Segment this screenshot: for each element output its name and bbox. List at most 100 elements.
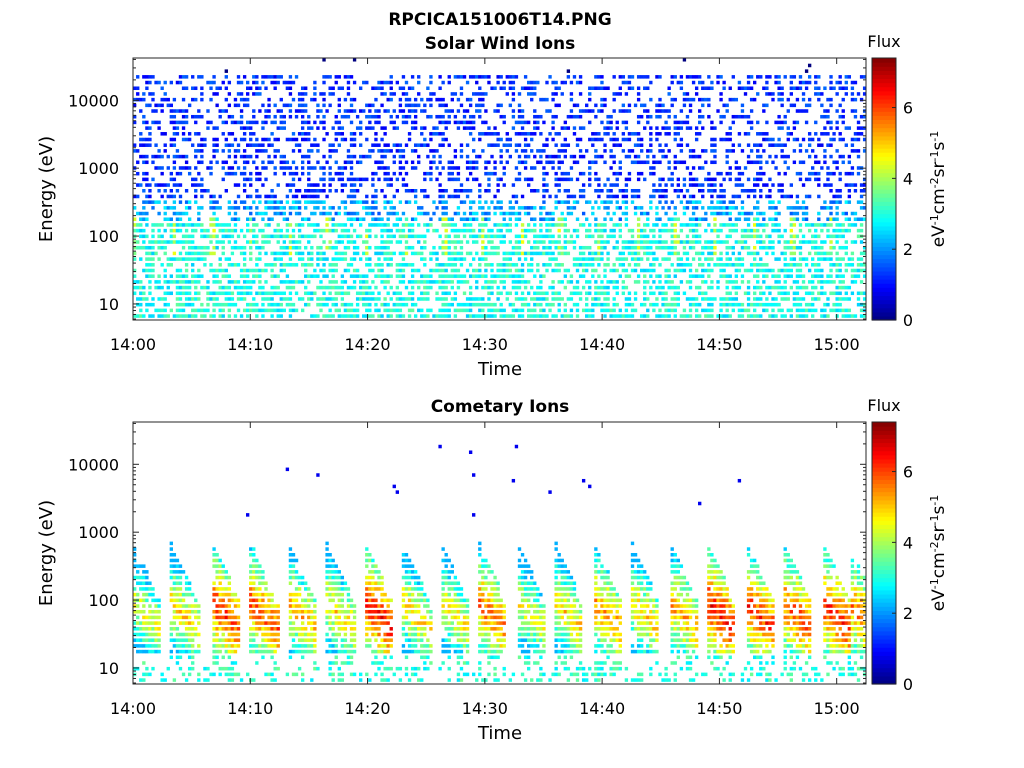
heatmap-cell — [374, 245, 378, 250]
heatmap-cell — [377, 80, 381, 85]
heatmap-cell — [267, 75, 271, 79]
heatmap-cell — [658, 291, 662, 296]
heatmap-cell — [710, 160, 714, 165]
heatmap-cell — [526, 314, 531, 318]
heatmap-cell — [395, 314, 400, 318]
heatmap-cell — [526, 177, 531, 182]
heatmap-cell — [517, 154, 522, 159]
heatmap-cell — [670, 263, 674, 267]
heatmap-cell — [740, 109, 745, 113]
heatmap-cell — [282, 126, 286, 130]
heatmap-cell — [331, 274, 335, 278]
heatmap-cell — [349, 234, 354, 239]
heatmap-cell — [499, 206, 503, 210]
heatmap-cell — [789, 211, 793, 216]
heatmap-cell — [148, 80, 152, 85]
heatmap-cell — [493, 234, 497, 239]
heatmap-cell — [300, 97, 305, 102]
heatmap-cell — [194, 228, 198, 233]
heatmap-cell — [435, 297, 439, 301]
heatmap-cell — [468, 114, 473, 119]
heatmap-cell — [209, 80, 213, 85]
heatmap-cell — [145, 160, 149, 165]
heatmap-cell — [539, 160, 543, 165]
heatmap-cell — [270, 291, 274, 296]
heatmap-cell — [215, 217, 219, 222]
heatmap-cell — [197, 274, 201, 278]
heatmap-cell — [191, 245, 195, 250]
heatmap-cell — [670, 308, 674, 313]
heatmap-cell — [685, 92, 690, 96]
heatmap-cell — [673, 97, 677, 102]
heatmap-cell — [636, 240, 641, 244]
heatmap-cell — [649, 228, 653, 233]
heatmap-cell — [258, 194, 262, 199]
heatmap-cell — [444, 314, 448, 318]
heatmap-cell — [676, 132, 680, 136]
heatmap-cell — [630, 189, 635, 193]
heatmap-cell — [771, 245, 775, 250]
heatmap-cell — [395, 268, 400, 273]
heatmap-cell — [615, 314, 619, 318]
heatmap-cell — [560, 211, 564, 216]
heatmap-cell — [484, 274, 488, 278]
heatmap-cell — [270, 314, 274, 318]
heatmap-cell — [389, 120, 393, 125]
heatmap-cell — [679, 280, 684, 284]
heatmap-cell — [701, 114, 705, 119]
heatmap-cell — [316, 274, 320, 278]
heatmap-cell — [255, 154, 259, 159]
heatmap-cell — [276, 149, 280, 153]
heatmap-cell — [691, 80, 696, 85]
heatmap-cell — [563, 268, 567, 273]
heatmap-cell — [249, 268, 253, 273]
heatmap-cell — [743, 240, 748, 244]
heatmap-cell — [783, 194, 787, 199]
heatmap-cell — [658, 109, 662, 113]
heatmap-cell — [380, 86, 384, 91]
heatmap-cell — [606, 297, 610, 301]
heatmap-cell — [145, 211, 149, 216]
heatmap-cell — [166, 97, 170, 102]
heatmap-cell — [236, 206, 241, 210]
heatmap-cell — [322, 314, 326, 318]
heatmap-cell — [820, 257, 824, 261]
heatmap-cell — [157, 223, 161, 227]
heatmap-cell — [594, 297, 598, 301]
heatmap-cell — [786, 137, 790, 142]
heatmap-cell — [459, 263, 464, 267]
heatmap-cell — [383, 143, 387, 147]
heatmap-cell — [630, 194, 635, 199]
heatmap-cell — [710, 177, 714, 182]
heatmap-cell — [429, 149, 433, 153]
heatmap-cell — [468, 120, 473, 125]
heatmap-cell — [807, 154, 812, 159]
heatmap-cell — [404, 189, 409, 193]
heatmap-cell — [688, 223, 693, 227]
heatmap-cell — [514, 274, 519, 278]
heatmap-cell — [731, 263, 735, 267]
heatmap-cell — [200, 285, 204, 290]
heatmap-cell — [191, 268, 195, 273]
heatmap-cell — [334, 251, 338, 256]
heatmap-cell — [285, 274, 290, 278]
heatmap-cell — [539, 149, 543, 153]
heatmap-cell — [450, 109, 454, 113]
heatmap-cell — [609, 120, 613, 125]
heatmap-cell — [520, 302, 525, 307]
heatmap-cell — [484, 120, 488, 125]
heatmap-cell — [255, 268, 259, 273]
heatmap-cell — [334, 268, 338, 273]
heatmap-cell — [551, 314, 555, 318]
heatmap-cell — [444, 274, 448, 278]
heatmap-cell — [184, 160, 189, 165]
heatmap-cell — [811, 245, 815, 250]
heatmap-cell — [594, 137, 598, 142]
heatmap-cell — [453, 291, 458, 296]
heatmap-cell — [368, 211, 372, 216]
heatmap-cell — [725, 211, 729, 216]
heatmap-cell — [817, 137, 821, 142]
heatmap-cell — [588, 86, 592, 91]
heatmap-cell — [294, 263, 299, 267]
heatmap-cell — [536, 302, 540, 307]
